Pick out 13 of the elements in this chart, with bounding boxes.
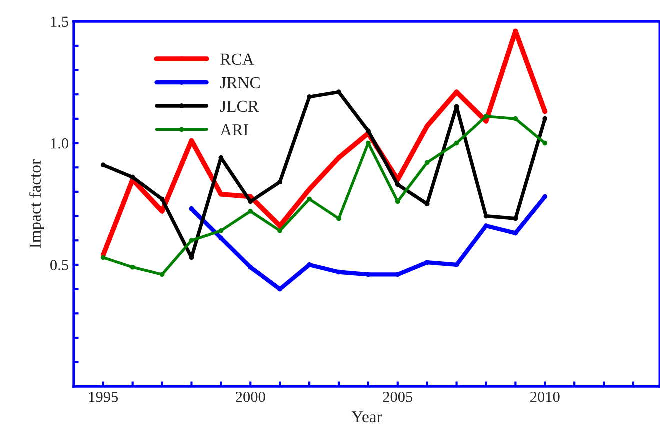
y-axis-title: Impact factor: [29, 160, 44, 248]
legend-label: JRNC: [220, 77, 260, 89]
x-tick-label: 2005: [383, 392, 413, 402]
y-tick-label: 1.5: [51, 16, 68, 28]
legend-label: RCA: [220, 54, 254, 66]
y-tick-label: 0.5: [50, 260, 68, 270]
x-tick-label: 2010: [530, 392, 560, 402]
x-tick-label: 2000: [236, 392, 266, 402]
x-axis-title: Year: [352, 412, 382, 423]
legend-label: JLCR: [220, 100, 259, 112]
x-tick-label: 1995: [89, 392, 118, 402]
y-tick-label: 1.0: [51, 138, 68, 149]
legend-label: ARI: [220, 124, 248, 136]
